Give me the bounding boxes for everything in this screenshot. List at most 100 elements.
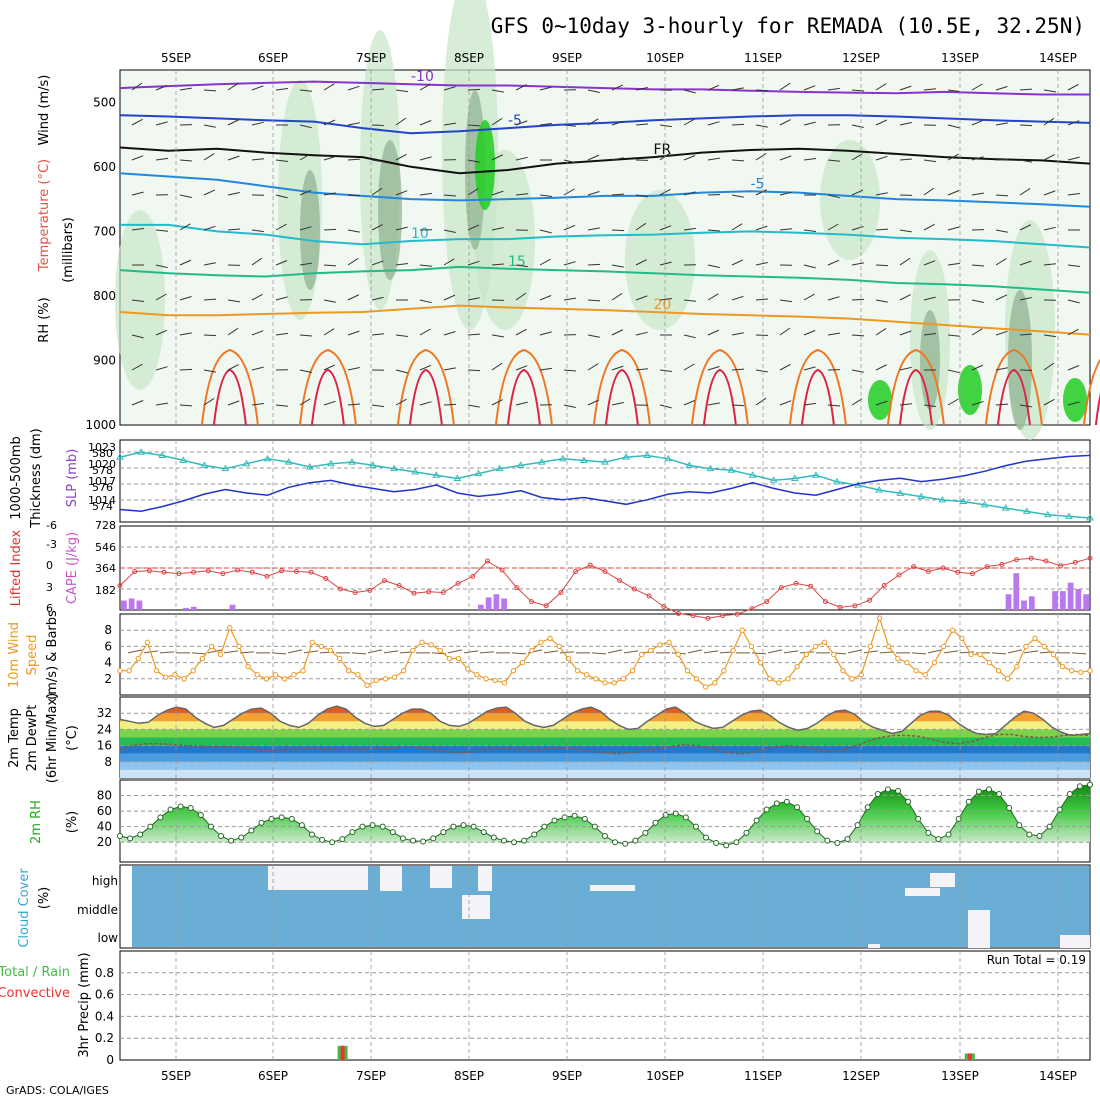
wind-barb bbox=[1043, 334, 1056, 338]
wind-barb bbox=[1043, 154, 1055, 161]
wind-barb bbox=[755, 397, 767, 406]
wind-barb bbox=[367, 649, 383, 654]
thickness-marker bbox=[200, 461, 209, 468]
wind-marker bbox=[757, 659, 764, 666]
date-label-top: 10SEP bbox=[646, 51, 684, 65]
rh-marker bbox=[854, 822, 861, 829]
wind-barb bbox=[347, 158, 361, 161]
wind-barb bbox=[515, 292, 527, 301]
rh-marker bbox=[703, 834, 710, 841]
wind-barb bbox=[563, 297, 576, 301]
temp-band bbox=[120, 729, 1090, 738]
thickness-marker bbox=[537, 458, 546, 465]
rh-marker bbox=[874, 791, 881, 797]
wind-barb bbox=[371, 260, 384, 266]
wind-marker bbox=[977, 651, 983, 658]
wind-barb bbox=[851, 226, 864, 231]
thickness-tick: 574 bbox=[92, 500, 113, 513]
wind-barb bbox=[467, 159, 480, 163]
wind-barb bbox=[847, 649, 863, 654]
wind-barb bbox=[731, 332, 744, 336]
wind-marker bbox=[199, 655, 206, 662]
wind-barb bbox=[1067, 401, 1080, 406]
wind-barb bbox=[155, 121, 168, 126]
wind-barb bbox=[563, 369, 576, 372]
wind-barb bbox=[203, 153, 215, 161]
wind-barb bbox=[1067, 83, 1079, 91]
wind-barb bbox=[971, 264, 984, 267]
wind-barb bbox=[443, 194, 456, 197]
wind-barb bbox=[227, 83, 239, 91]
wind-marker bbox=[821, 639, 828, 646]
wind-marker bbox=[254, 672, 260, 678]
wind-barb bbox=[611, 293, 623, 301]
temp-tick: 24 bbox=[97, 722, 112, 736]
li-marker bbox=[881, 583, 887, 588]
wind-barb bbox=[347, 85, 360, 91]
li-marker bbox=[323, 576, 329, 581]
wind-barb bbox=[467, 369, 481, 372]
wind-barb bbox=[607, 649, 623, 654]
wind-barb bbox=[755, 298, 768, 301]
li-marker bbox=[264, 573, 270, 579]
li-marker bbox=[617, 578, 623, 584]
wind-barb bbox=[563, 404, 576, 408]
cape-bar bbox=[136, 600, 143, 610]
li-marker bbox=[484, 558, 490, 564]
rh-marker bbox=[743, 829, 750, 836]
temp-line bbox=[119, 705, 1091, 737]
temp-band bbox=[120, 706, 1090, 714]
wind-barb bbox=[755, 262, 768, 266]
cape-bar bbox=[1021, 600, 1027, 610]
wind-barb bbox=[1067, 264, 1080, 267]
wind-barb bbox=[875, 364, 888, 371]
li-marker bbox=[764, 599, 770, 605]
wind-barb bbox=[995, 194, 1009, 197]
thickness-marker bbox=[727, 466, 736, 473]
wind-marker bbox=[986, 659, 993, 666]
rh-marker bbox=[177, 803, 184, 810]
precip-tick: 0.4 bbox=[95, 1009, 114, 1023]
thickness-marker bbox=[390, 464, 399, 472]
li-marker bbox=[1058, 563, 1064, 569]
wind-barb bbox=[155, 85, 168, 91]
thickness-marker bbox=[326, 459, 335, 467]
wind-marker bbox=[318, 643, 325, 650]
wind-marker bbox=[455, 655, 462, 662]
rh-marker bbox=[773, 800, 780, 807]
thickness-marker bbox=[284, 458, 293, 465]
wind-barb bbox=[287, 649, 303, 654]
wind-barb bbox=[419, 83, 431, 91]
wind-barb bbox=[803, 229, 816, 232]
wind-barb bbox=[203, 398, 215, 406]
wind-barb bbox=[827, 223, 839, 231]
wind-barb bbox=[731, 259, 744, 266]
rh-marker bbox=[197, 812, 204, 818]
wind-barb bbox=[779, 327, 791, 336]
cloud-gap bbox=[305, 866, 320, 871]
cape-bar bbox=[128, 598, 135, 610]
wind-barb bbox=[1043, 190, 1056, 196]
wind-marker bbox=[263, 676, 270, 682]
wind-barb bbox=[155, 402, 168, 406]
wind-barb bbox=[179, 194, 192, 198]
wind-barb bbox=[659, 225, 672, 231]
temp-band bbox=[120, 721, 1090, 730]
wind-marker bbox=[904, 659, 910, 666]
wind-barb bbox=[755, 189, 768, 196]
y-axis-title: (m/s) & Barbs bbox=[45, 610, 60, 700]
wind-barb bbox=[227, 228, 240, 231]
wind-barb bbox=[991, 652, 1007, 655]
thickness-marker bbox=[833, 477, 841, 485]
y-axis-title: Cloud Cover bbox=[17, 868, 32, 948]
isotherm-line bbox=[119, 114, 1091, 135]
wind-barb bbox=[419, 156, 432, 161]
wind-barb bbox=[227, 299, 240, 303]
li-tick: -6 bbox=[46, 519, 57, 532]
wind-barb bbox=[1067, 328, 1079, 336]
wind-barb bbox=[659, 261, 672, 266]
wind-barb bbox=[419, 401, 432, 406]
wind-barb bbox=[827, 259, 840, 266]
wind-barb bbox=[707, 329, 720, 336]
cloud-tick: low bbox=[98, 931, 119, 945]
